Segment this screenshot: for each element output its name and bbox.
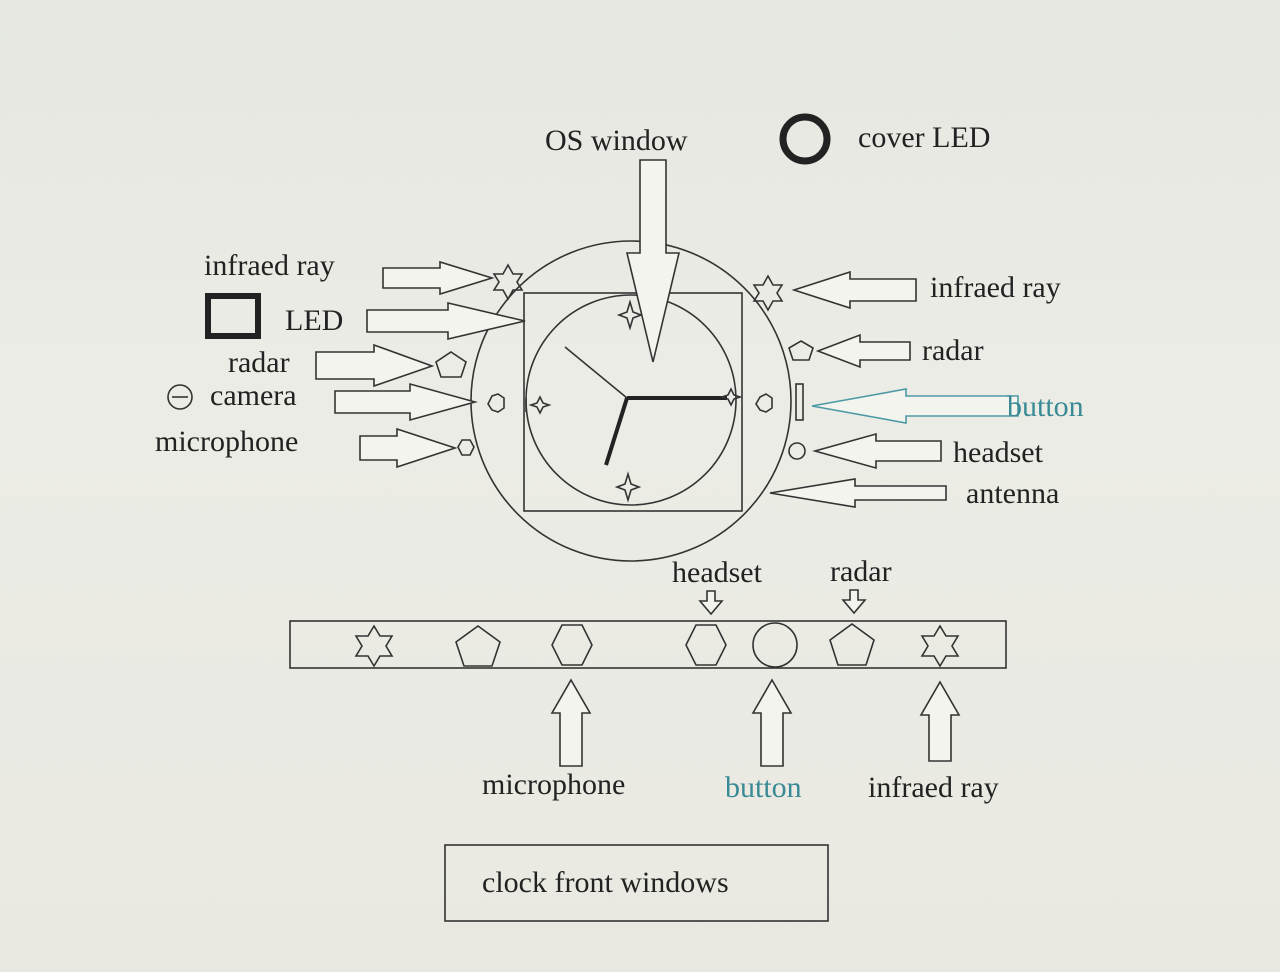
button-right-arrow xyxy=(811,388,1019,424)
antenna-arrow xyxy=(769,478,947,508)
headset-right-label: headset xyxy=(953,436,1044,469)
side-strip xyxy=(289,620,1007,669)
radar-left-icon xyxy=(435,351,467,378)
microphone-left-label: microphone xyxy=(155,425,298,458)
infraed-ray-right-icon xyxy=(752,274,784,312)
caption-text: clock front windows xyxy=(482,866,729,899)
infraed-ray-left-label: infraed ray xyxy=(204,249,335,282)
second-hand xyxy=(564,346,628,399)
side-button xyxy=(795,383,804,421)
infraed-ray-left-icon xyxy=(492,263,524,301)
radar-right-arrow xyxy=(815,333,911,369)
radar-left-label: radar xyxy=(228,346,290,379)
marker-12-icon xyxy=(616,299,644,331)
microphone-strip-label: microphone xyxy=(482,768,625,801)
headset-strip-icon xyxy=(685,624,727,666)
hour-hand xyxy=(604,397,629,466)
button-strip-arrow xyxy=(751,678,793,767)
button-strip-label: button xyxy=(725,771,802,804)
button-right-label: button xyxy=(1007,390,1084,423)
headset-right-icon xyxy=(788,442,806,460)
radar-right-icon xyxy=(788,340,814,361)
infraed-ray-right-arrow xyxy=(791,270,917,310)
led-label: LED xyxy=(285,304,343,337)
cover-led-icon xyxy=(779,113,831,165)
headset-strip-label: headset xyxy=(672,556,763,589)
radar-strip-label: radar xyxy=(830,555,892,588)
infraed-ray-right-label: infraed ray xyxy=(930,271,1061,304)
camera-label: camera xyxy=(210,379,297,412)
infraed-ray-strip-right-icon xyxy=(920,624,960,668)
os-window-arrow xyxy=(625,159,681,363)
marker-3-icon xyxy=(719,387,743,407)
headset-right-arrow xyxy=(812,432,942,470)
camera-port-right-icon xyxy=(755,393,773,413)
camera-arrow xyxy=(334,382,478,422)
os-window-square xyxy=(523,292,743,512)
infraed-ray-left-arrow xyxy=(382,260,495,296)
led-arrow xyxy=(366,301,526,341)
infraed-ray-strip-arrow xyxy=(919,680,961,762)
cover-led-label: cover LED xyxy=(858,121,990,154)
watch-outer-circle xyxy=(470,240,792,562)
microphone-strip-arrow xyxy=(550,678,592,767)
microphone-left-icon xyxy=(457,439,475,456)
led-icon xyxy=(205,293,261,339)
camera-icon xyxy=(167,384,193,410)
radar-right-label: radar xyxy=(922,334,984,367)
radar-left-arrow xyxy=(315,343,435,388)
marker-9-icon xyxy=(528,395,552,415)
radar-strip-left-icon xyxy=(455,625,501,667)
infraed-ray-strip-left-icon xyxy=(354,624,394,668)
headset-strip-arrow xyxy=(698,590,724,616)
os-window-label: OS window xyxy=(545,124,688,157)
radar-strip-right-icon xyxy=(829,623,875,666)
infraed-ray-strip-label: infraed ray xyxy=(868,771,999,804)
radar-strip-arrow xyxy=(841,589,867,615)
marker-6-icon xyxy=(614,471,642,503)
microphone-strip-icon xyxy=(551,624,593,666)
button-strip-icon xyxy=(752,622,798,668)
camera-port-left-icon xyxy=(487,393,505,413)
antenna-label: antenna xyxy=(966,477,1059,510)
caption-box xyxy=(444,844,829,922)
microphone-left-arrow xyxy=(359,427,458,469)
